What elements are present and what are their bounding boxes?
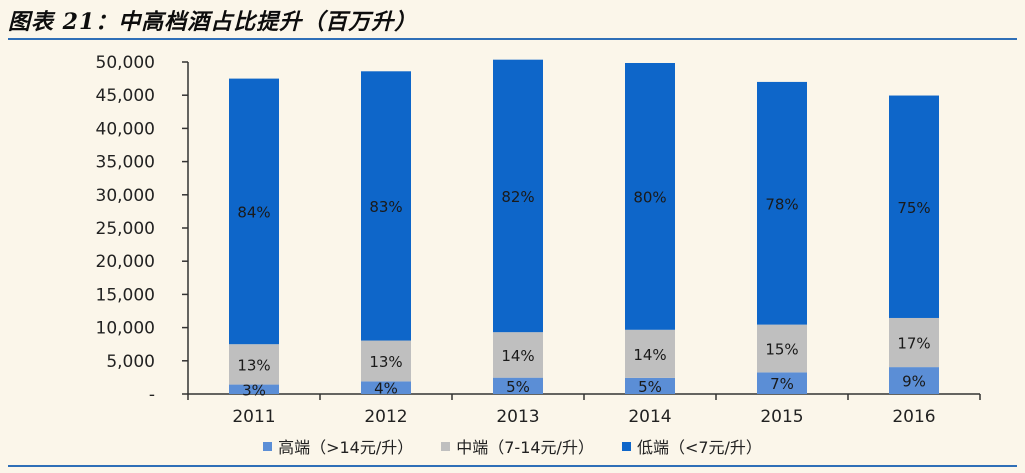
- y-tick-label: 15,000: [96, 285, 155, 305]
- bar-segment: [757, 81, 807, 325]
- bar-segment: [889, 317, 939, 368]
- bar-segment: [229, 78, 279, 345]
- bar-segment: [229, 344, 279, 385]
- y-tick-label: 10,000: [96, 319, 155, 339]
- bottom-rule: [8, 465, 1017, 467]
- bar-segment: [625, 329, 675, 378]
- data-label: 7%: [770, 375, 794, 393]
- x-tick-label: 2011: [232, 407, 275, 427]
- x-tick-label: 2013: [496, 407, 539, 427]
- bar-segment: [757, 324, 807, 373]
- data-label: 3%: [242, 381, 266, 399]
- data-label: 13%: [369, 353, 402, 371]
- bar-segment: [229, 384, 279, 394]
- legend-swatch: [621, 441, 631, 451]
- data-label: 9%: [902, 373, 926, 391]
- y-tick-label: 45,000: [96, 86, 155, 106]
- y-tick-label: 5,000: [106, 352, 155, 372]
- chart-title: 图表 21：中高档酒占比提升（百万升）: [8, 9, 418, 35]
- data-label: 80%: [633, 188, 666, 206]
- data-label: 14%: [501, 347, 534, 365]
- data-label: 4%: [374, 380, 398, 398]
- bar-segment: [361, 71, 411, 341]
- y-tick-label: 35,000: [96, 153, 155, 173]
- legend-item: 低端（<7元/升）: [621, 434, 762, 458]
- y-tick-label: 20,000: [96, 252, 155, 272]
- chart-legend: 高端（>14元/升） 中端（7-14元/升） 低端（<7元/升）: [0, 434, 1025, 458]
- data-label: 84%: [237, 203, 270, 221]
- data-label: 83%: [369, 198, 402, 216]
- data-label: 17%: [897, 335, 930, 353]
- y-tick-label: -: [149, 385, 155, 405]
- data-label: 75%: [897, 199, 930, 217]
- bar-segment: [889, 95, 939, 318]
- bar-segment: [493, 332, 543, 378]
- x-tick-label: 2012: [364, 407, 407, 427]
- legend-label: 高端（>14元/升）: [278, 438, 414, 457]
- y-tick-label: 50,000: [96, 53, 155, 73]
- title-rule: [8, 38, 1017, 40]
- legend-item: 高端（>14元/升）: [263, 434, 413, 458]
- bar-segment: [493, 377, 543, 394]
- legend-swatch: [263, 441, 273, 451]
- x-tick-label: 2014: [628, 407, 671, 427]
- x-tick-label: 2016: [892, 407, 935, 427]
- bar-segment: [625, 62, 675, 330]
- legend-label: 低端（<7元/升）: [636, 438, 762, 457]
- data-label: 5%: [506, 378, 530, 396]
- legend-swatch: [441, 441, 451, 451]
- data-label: 14%: [633, 346, 666, 364]
- y-tick-label: 25,000: [96, 219, 155, 239]
- legend-item: 中端（7-14元/升）: [441, 434, 594, 458]
- bar-segment: [493, 59, 543, 333]
- bar-segment: [889, 367, 939, 394]
- data-label: 13%: [237, 356, 270, 374]
- bar-segment: [361, 381, 411, 394]
- data-label: 5%: [638, 378, 662, 396]
- bar-segment: [361, 340, 411, 382]
- legend-label: 中端（7-14元/升）: [456, 438, 594, 457]
- bar-segment: [625, 377, 675, 394]
- data-label: 15%: [765, 341, 798, 359]
- data-label: 78%: [765, 195, 798, 213]
- x-tick-label: 2015: [760, 407, 803, 427]
- y-tick-label: 40,000: [96, 119, 155, 139]
- data-label: 82%: [501, 188, 534, 206]
- y-tick-label: 30,000: [96, 186, 155, 206]
- bar-segment: [757, 372, 807, 394]
